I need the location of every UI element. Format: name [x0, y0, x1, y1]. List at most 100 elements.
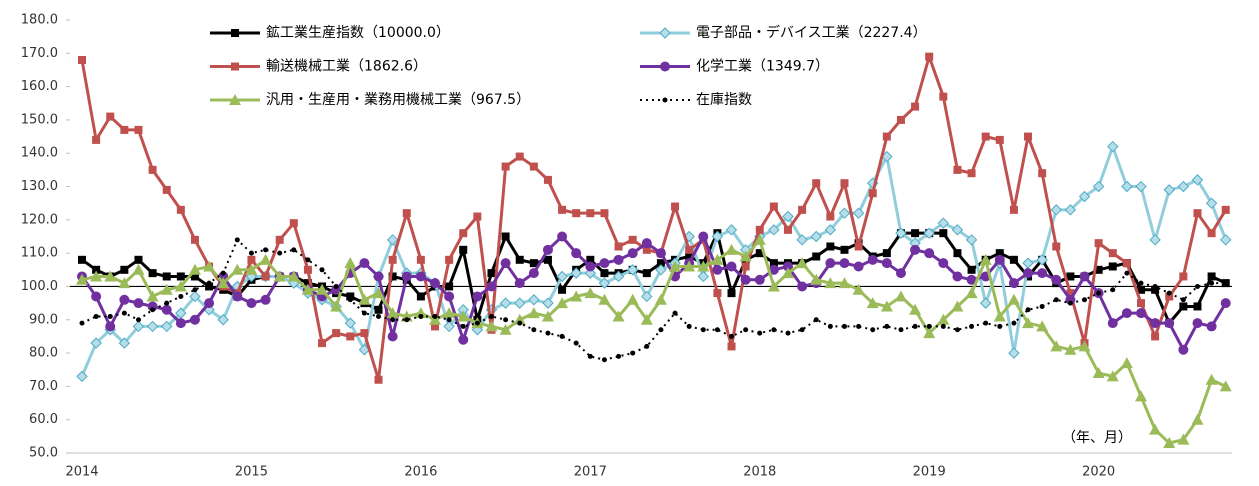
point — [346, 332, 355, 341]
point — [697, 260, 710, 272]
point — [740, 274, 751, 285]
point — [1122, 259, 1131, 268]
point — [826, 242, 835, 251]
point — [952, 271, 963, 282]
point — [92, 135, 101, 144]
point — [150, 307, 156, 313]
y-tick-label: 130.0 — [21, 179, 58, 194]
point — [1107, 318, 1118, 329]
point — [559, 333, 565, 339]
point — [372, 287, 385, 299]
point — [1066, 289, 1075, 298]
point — [954, 327, 960, 333]
point — [1096, 290, 1102, 296]
y-tick-label: 160.0 — [21, 79, 58, 94]
point — [870, 327, 876, 333]
point — [1164, 318, 1175, 329]
point — [176, 272, 185, 281]
point — [333, 283, 339, 289]
point — [1220, 298, 1231, 309]
point — [895, 227, 907, 239]
point — [965, 287, 978, 299]
point — [714, 327, 720, 333]
point — [344, 317, 356, 329]
point — [132, 320, 145, 333]
point — [938, 258, 949, 269]
point — [741, 262, 750, 271]
legend-label: 鉱工業生産指数（10000.0） — [266, 24, 450, 41]
point — [827, 323, 833, 329]
point — [401, 271, 412, 282]
point — [486, 281, 497, 292]
point — [612, 310, 625, 322]
point — [120, 265, 129, 274]
point — [1137, 299, 1145, 308]
point — [319, 267, 325, 273]
point — [743, 327, 749, 333]
point — [234, 237, 240, 243]
y-tick-label: 110.0 — [21, 246, 58, 261]
point — [1135, 180, 1147, 193]
point — [390, 317, 396, 323]
point — [1094, 239, 1103, 248]
point — [1008, 347, 1020, 359]
point — [373, 271, 384, 282]
point — [105, 321, 116, 332]
point — [937, 313, 950, 325]
point — [386, 234, 399, 246]
y-tick-label: 70.0 — [29, 379, 58, 394]
point — [711, 230, 724, 243]
point — [1009, 255, 1018, 264]
point — [926, 323, 932, 329]
point — [161, 320, 173, 333]
point — [473, 212, 482, 221]
point — [841, 323, 847, 329]
point — [443, 307, 456, 319]
point — [174, 280, 187, 292]
point — [344, 257, 357, 269]
legend-label: 輸送機械工業（1862.6） — [266, 59, 427, 75]
point — [1179, 302, 1188, 311]
point — [813, 317, 819, 323]
point — [1150, 318, 1161, 329]
y-tick-label: 150.0 — [21, 112, 58, 127]
point — [940, 323, 946, 329]
point — [852, 283, 865, 295]
point — [671, 202, 680, 211]
point — [499, 323, 512, 335]
point — [558, 205, 567, 214]
point — [305, 257, 311, 263]
point — [488, 313, 494, 319]
point — [1207, 272, 1216, 281]
point — [601, 357, 607, 363]
point — [612, 270, 625, 283]
point — [541, 310, 554, 322]
point — [1177, 433, 1190, 445]
point — [501, 162, 510, 171]
point — [783, 261, 793, 272]
point — [459, 245, 468, 254]
point — [513, 313, 526, 325]
point — [133, 298, 144, 309]
point — [966, 274, 977, 285]
point — [768, 264, 779, 275]
point — [571, 248, 582, 259]
point — [121, 310, 127, 316]
point — [1152, 283, 1158, 289]
point — [192, 287, 198, 293]
point — [768, 224, 780, 236]
point — [826, 212, 835, 221]
point — [318, 339, 327, 348]
point — [347, 297, 353, 303]
point — [995, 135, 1004, 144]
point — [796, 257, 809, 269]
point — [178, 293, 184, 299]
point — [418, 313, 424, 319]
point — [600, 209, 609, 218]
point — [161, 304, 172, 315]
point — [402, 209, 411, 218]
point — [430, 278, 440, 289]
point — [627, 248, 638, 259]
y-tick-label: 60.0 — [29, 412, 58, 427]
point — [1078, 340, 1091, 352]
